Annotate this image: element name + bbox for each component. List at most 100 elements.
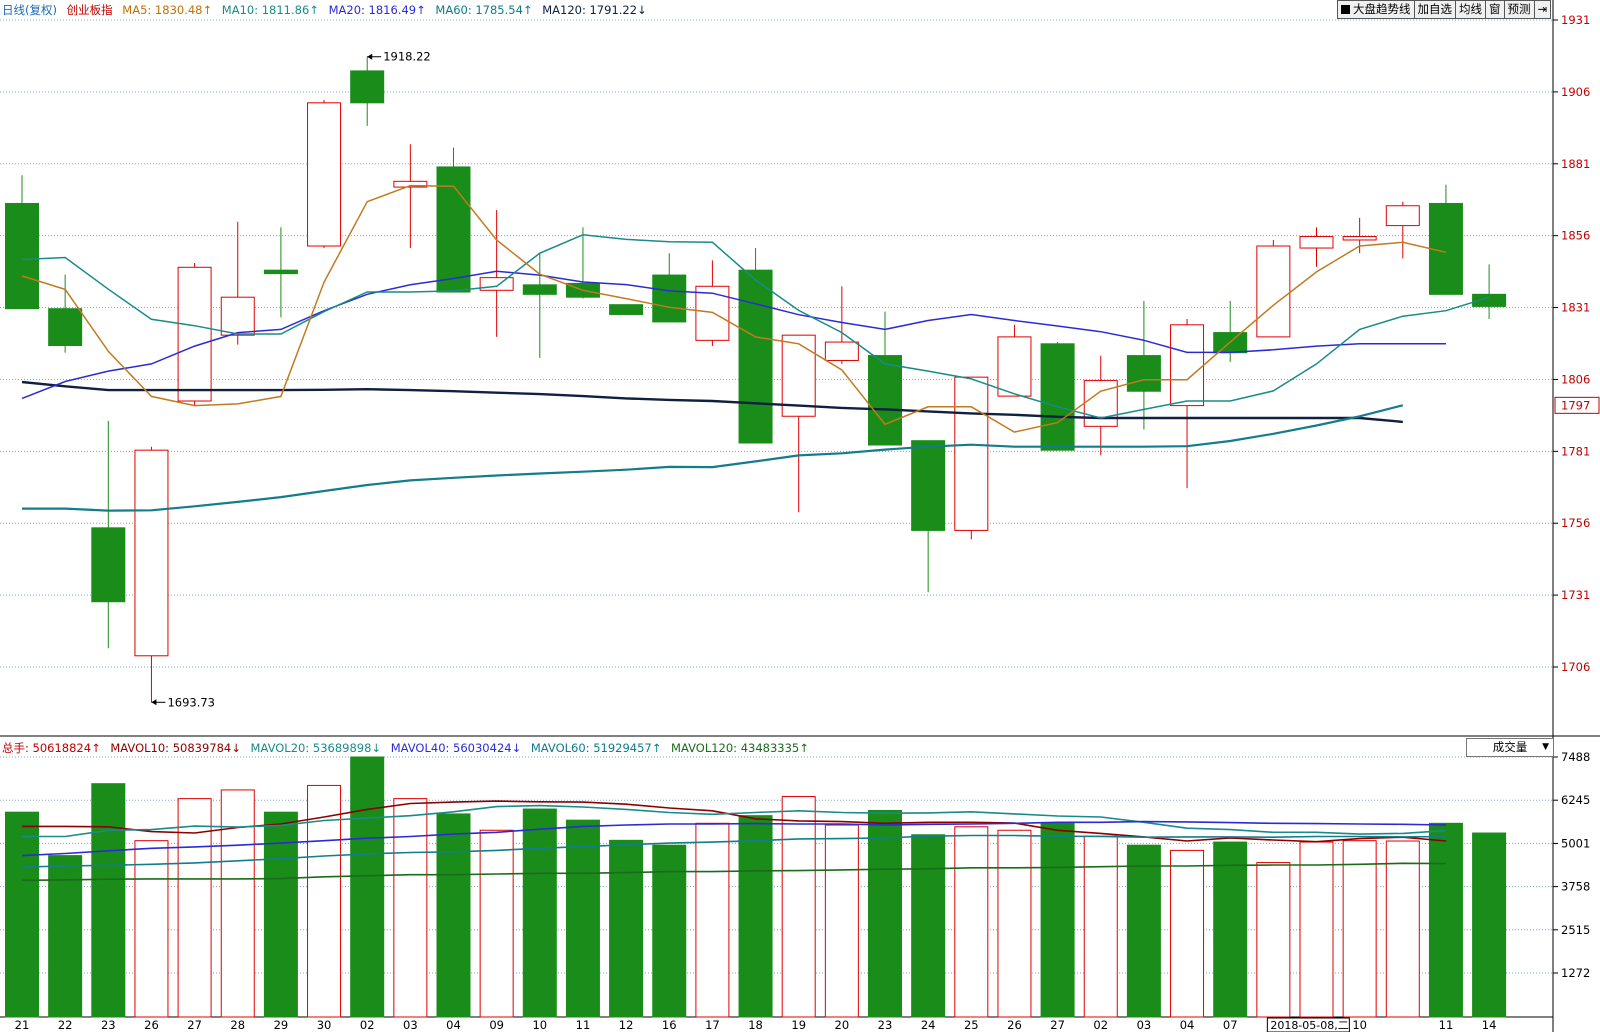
- candle-body: [997, 336, 1032, 397]
- x-tick-label: 24: [921, 1018, 936, 1032]
- candle-body: [609, 304, 644, 315]
- mavol60-readout: MAVOL60: 51929457↑: [530, 741, 662, 755]
- x-tick-label: 04: [1180, 1018, 1195, 1032]
- volume-bar: [652, 844, 687, 1018]
- volume-info-bar: 总手: 50618824↑ MAVOL10: 50839784↓ MAVOL20…: [2, 740, 815, 756]
- volume-bar: [5, 811, 39, 1018]
- candle-body: [1040, 343, 1075, 451]
- x-tick-label: 26: [1007, 1018, 1022, 1032]
- volume-bar: [48, 855, 83, 1018]
- volume-bar: [177, 798, 212, 1018]
- mavol10-readout: MAVOL10: 50839784↓: [110, 741, 241, 755]
- candle-body: [738, 269, 773, 444]
- candle-body: [1385, 205, 1420, 227]
- x-tick-label: 07: [1223, 1018, 1238, 1032]
- price-tick-label: 1881: [1561, 157, 1590, 171]
- candle-body: [479, 277, 514, 291]
- high-marker-arrow-icon: [367, 53, 373, 60]
- candle: [1040, 342, 1075, 451]
- candle-body: [134, 449, 169, 657]
- price-tick-label: 1756: [1561, 516, 1590, 530]
- collapse-panel-icon[interactable]: ⇥: [1533, 0, 1552, 19]
- x-tick-label: 03: [1137, 1018, 1152, 1032]
- x-tick-label: 22: [58, 1018, 73, 1032]
- candle: [307, 99, 342, 249]
- candle: [1428, 184, 1463, 295]
- x-tick-label: 21: [15, 1018, 30, 1032]
- index-name: 创业板指: [66, 3, 113, 17]
- volume-bar: [1213, 841, 1248, 1018]
- volume-bar: [609, 839, 644, 1018]
- moving-average-button[interactable]: 均线: [1455, 0, 1486, 19]
- candle-body: [868, 355, 902, 446]
- add-watchlist-button[interactable]: 加自选: [1413, 0, 1456, 19]
- current-value-box: [1554, 396, 1600, 414]
- volume-bar: [91, 783, 126, 1018]
- trend-line-toggle[interactable]: 大盘趋势线: [1337, 0, 1415, 19]
- volume-bar: [1428, 822, 1463, 1018]
- candle-body: [220, 296, 255, 336]
- volume-bar: [220, 789, 255, 1018]
- chart-toolbar: 大盘趋势线 加自选 均线 窗 预测 ⇥: [1337, 0, 1552, 19]
- x-tick-label: 26: [144, 1018, 159, 1032]
- candle: [522, 253, 557, 358]
- volume-bar: [1083, 835, 1118, 1018]
- volume-bar: [868, 809, 902, 1018]
- x-tick-label: 28: [230, 1018, 245, 1032]
- forecast-button[interactable]: 预测: [1503, 0, 1535, 19]
- indicator-selector[interactable]: 成交量 ▼: [1466, 738, 1554, 757]
- volume-tick-label: 6245: [1561, 793, 1590, 807]
- indicator-selector-label: 成交量: [1492, 740, 1528, 754]
- volume-bar: [522, 808, 557, 1018]
- volume-bar: [1170, 849, 1205, 1018]
- candle: [609, 304, 644, 315]
- x-tick-label: 03: [403, 1018, 418, 1032]
- volume-bar: [781, 796, 816, 1018]
- x-tick-label: 23: [878, 1018, 893, 1032]
- candle-body: [1170, 324, 1205, 407]
- x-tick-label: 04: [446, 1018, 461, 1032]
- candle: [350, 56, 385, 126]
- volume-bar: [1385, 840, 1420, 1018]
- chevron-down-icon: ▼: [1542, 742, 1549, 752]
- volume-bar: [479, 829, 514, 1018]
- candle: [48, 274, 83, 353]
- volume-bar: [436, 813, 471, 1018]
- price-tick-label: 1856: [1561, 229, 1590, 243]
- x-tick-label: 25: [964, 1018, 979, 1032]
- candle: [1342, 217, 1377, 254]
- candle: [1170, 319, 1205, 489]
- candle-body: [1472, 293, 1507, 307]
- volume-bar: [1472, 832, 1507, 1018]
- price-tick-label: 1931: [1561, 13, 1590, 27]
- candle-body: [652, 274, 687, 323]
- candle-body: [436, 166, 471, 293]
- candle-body: [781, 334, 816, 417]
- candle: [1256, 239, 1291, 338]
- candle: [954, 376, 989, 540]
- price-tick-label: 1731: [1561, 588, 1590, 602]
- candle-body: [307, 102, 342, 247]
- candle-body: [350, 70, 385, 104]
- x-tick-label: 10: [1352, 1018, 1367, 1032]
- candle: [177, 262, 212, 406]
- x-tick-label: 27: [1050, 1018, 1065, 1032]
- x-tick-label: 02: [360, 1018, 375, 1032]
- volume-bar: [824, 824, 859, 1018]
- candle-body: [824, 341, 859, 361]
- volume-bar: [393, 798, 428, 1018]
- price-tick-label: 1831: [1561, 301, 1590, 315]
- candle: [393, 144, 428, 249]
- mavol40-line: [21, 820, 1447, 857]
- window-button[interactable]: 窗: [1485, 0, 1505, 19]
- x-tick-label: 16: [662, 1018, 677, 1032]
- candle-body: [911, 440, 946, 531]
- x-tick-label: 11: [576, 1018, 591, 1032]
- trend-line-label: 大盘趋势线: [1353, 2, 1411, 16]
- candle-body: [954, 376, 989, 531]
- x-tick-label: 02: [1093, 1018, 1108, 1032]
- period-label: 日线(复权): [2, 3, 57, 17]
- candle: [1126, 300, 1161, 430]
- candle: [1083, 355, 1118, 456]
